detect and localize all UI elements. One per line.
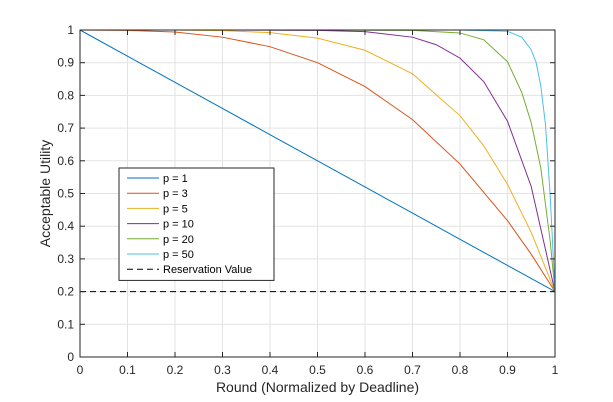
- y-tick-label: 0.6: [57, 154, 74, 168]
- legend: p = 1 p = 3 p = 5 p = 10 p = 20 p = 50 Reserva…: [118, 167, 275, 281]
- legend-box: [118, 167, 275, 281]
- legend-label-1: p = 3: [163, 188, 188, 200]
- x-tick-label: 0.7: [404, 363, 421, 377]
- legend-label-0: p = 1: [163, 173, 188, 185]
- x-tick-label: 0.8: [452, 363, 469, 377]
- x-tick-label: 0.9: [499, 363, 516, 377]
- legend-label-6: Reservation Value: [163, 264, 252, 276]
- legend-label-2: p = 5: [163, 203, 188, 215]
- y-tick-label: 0.9: [57, 56, 74, 70]
- y-axis-label: Acceptable Utility: [37, 140, 53, 247]
- y-tick-label: 0.4: [57, 219, 74, 233]
- y-tick-label: 0.1: [57, 317, 74, 331]
- x-tick-label: 0.6: [357, 363, 374, 377]
- x-tick-label: 0.4: [262, 363, 279, 377]
- y-tick-label: 0: [67, 350, 74, 364]
- x-tick-label: 0.1: [119, 363, 136, 377]
- legend-label-5: p = 50: [163, 249, 194, 261]
- x-tick-label: 0.2: [167, 363, 184, 377]
- x-tick-label: 0.3: [214, 363, 231, 377]
- y-tick-label: 0.5: [57, 187, 74, 201]
- legend-label-3: p = 10: [163, 219, 194, 231]
- y-tick-label: 0.8: [57, 88, 74, 102]
- axis-ticks: 0 0.1 0.2 0.3 0.4 0.5 0.6 0.7 0.8 0.9 1 0 0.1 0.2 0.3 0…: [57, 23, 558, 377]
- x-tick-label: 1: [552, 363, 559, 377]
- series-line-0: [79, 29, 556, 293]
- legend-label-4: p = 20: [163, 234, 194, 246]
- y-tick-label: 1: [67, 23, 74, 37]
- x-axis-label: Round (Normalized by Deadline): [216, 379, 419, 395]
- y-tick-label: 0.2: [57, 285, 74, 299]
- series-line-5: [80, 29, 556, 292]
- x-tick-label: 0: [77, 363, 84, 377]
- series-line-1: [79, 29, 556, 292]
- y-tick-label: 0.3: [57, 252, 74, 266]
- x-tick-label: 0.5: [309, 363, 326, 377]
- y-tick-label: 0.7: [57, 121, 74, 135]
